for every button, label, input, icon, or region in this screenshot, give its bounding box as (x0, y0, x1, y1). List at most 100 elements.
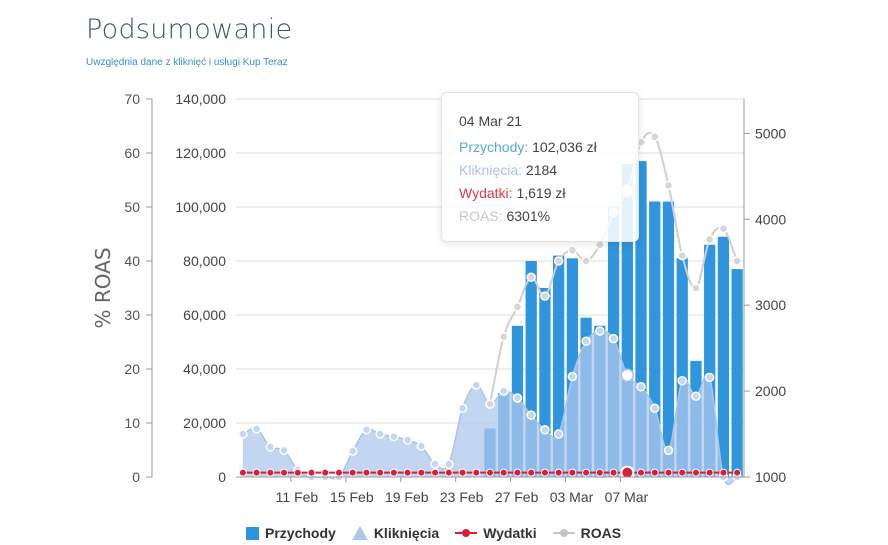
x-tick-label: 27 Feb (495, 489, 539, 505)
revenue-bar (525, 261, 537, 477)
clicks-point (251, 424, 262, 434)
spend-point (431, 468, 440, 477)
roas-point (567, 245, 578, 255)
spend-point (293, 468, 302, 477)
revenue-bar (635, 161, 647, 477)
clicks-point (347, 446, 358, 456)
tooltip-value: 6301% (506, 208, 551, 224)
roas-point (540, 291, 550, 301)
legend-item-spend[interactable]: Wydatki (455, 525, 537, 541)
clicks-point (416, 441, 427, 451)
spend-point (513, 468, 522, 477)
roas-point (691, 283, 701, 293)
clicks-point (691, 391, 701, 401)
clicks-point (375, 429, 385, 439)
y-axis-label-roas: % ROAS (91, 247, 115, 328)
roas-point (677, 250, 687, 261)
y-tick-roas: 50 (124, 199, 140, 215)
y-tick-revenue: 140,000 (175, 91, 226, 107)
clicks-point (457, 403, 468, 414)
spend-point (444, 468, 453, 477)
spend-point (280, 468, 289, 477)
clicks-point (526, 410, 536, 420)
clicks-point (238, 429, 248, 439)
clicks-point (512, 393, 523, 403)
roas-point (485, 399, 495, 409)
y-tick-roas: 30 (124, 307, 140, 323)
legend-label: Wydatki (483, 525, 537, 541)
spend-point (582, 468, 591, 477)
revenue-bar (539, 288, 551, 477)
clicks-point (498, 386, 509, 396)
clicks-point (361, 425, 372, 435)
tooltip-row-clicks: Kliknięcia: 2184 (459, 162, 557, 178)
tooltip-label: ROAS: (459, 208, 503, 224)
spend-point (664, 468, 673, 477)
clicks-point (581, 336, 591, 347)
x-tick-label: 15 Feb (330, 489, 374, 505)
y-tick-roas: 20 (124, 361, 140, 377)
page-subtitle: Uwzględnia dane z kliknięć i usługi Kup … (86, 57, 288, 68)
revenue-bar (731, 269, 743, 477)
clicks-point (471, 380, 482, 390)
clicks-point (677, 376, 687, 386)
tooltip-value: 1,619 zł (516, 185, 566, 201)
spend-point (540, 468, 549, 477)
legend-item-clicks[interactable]: Kliknięcia (351, 525, 440, 541)
legend-label: Kliknięcia (373, 525, 440, 541)
revenue-bar (649, 201, 661, 477)
roas-point (704, 234, 715, 245)
spend-point (472, 468, 481, 477)
spend-point (458, 468, 467, 477)
spend-point (307, 468, 316, 477)
spend-point (321, 468, 330, 477)
roas-point (526, 272, 536, 282)
spend-point (389, 468, 398, 477)
x-tick-label: 11 Feb (276, 489, 319, 505)
clicks-point (595, 326, 605, 336)
clicks-point (704, 372, 715, 383)
roas-point (732, 256, 742, 266)
tooltip-label: Wydatki: (459, 185, 513, 201)
spend-point (650, 468, 659, 477)
revenue-bar (566, 258, 579, 477)
legend-label: Przychody (265, 525, 336, 541)
spend-point (252, 468, 261, 477)
spend-point (527, 468, 536, 477)
clicks-point (636, 382, 646, 392)
spend-point (499, 468, 508, 477)
y-tick-revenue: 120,000 (175, 145, 226, 161)
page-title: Podsumowanie (86, 14, 293, 45)
legend-item-revenue[interactable]: Przychody (246, 525, 336, 541)
tooltip-value: 102,036 zł (532, 139, 597, 155)
clicks-point (389, 431, 399, 442)
clicks-point (444, 459, 454, 469)
spend-point (568, 468, 577, 477)
y-tick-clicks: 2000 (755, 383, 786, 399)
y-tick-revenue: 0 (218, 469, 226, 485)
spend-point (678, 468, 687, 477)
clicks-point (265, 442, 276, 452)
spend-point (348, 468, 357, 477)
spend-point (705, 468, 714, 477)
clicks-point (553, 429, 564, 439)
y-tick-roas: 60 (124, 145, 140, 161)
y-tick-revenue: 40,000 (183, 361, 226, 377)
tooltip-row-revenue: Przychody: 102,036 zł (459, 139, 597, 155)
legend-item-roas[interactable]: ROAS (552, 525, 621, 541)
spend-point (266, 468, 275, 477)
revenue-bar (621, 163, 633, 478)
clicks-point (567, 371, 578, 382)
x-tick-label: 03 Mar (550, 489, 594, 505)
spend-point (609, 468, 618, 477)
revenue-bar (662, 201, 675, 477)
legend-bar-icon (246, 526, 259, 540)
clicks-point (620, 368, 635, 383)
clicks-point (430, 459, 440, 469)
y-tick-roas: 10 (124, 415, 140, 431)
spend-point (637, 468, 646, 477)
y-tick-revenue: 20,000 (183, 415, 226, 431)
spend-point (417, 468, 426, 477)
spend-point (334, 468, 343, 477)
x-tick-label: 19 Feb (385, 489, 429, 505)
